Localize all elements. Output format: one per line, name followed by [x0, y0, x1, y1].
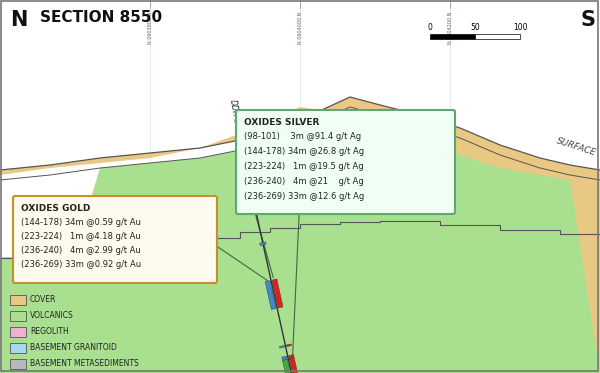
Bar — [10, 295, 26, 305]
Text: (236-240)   4m @2.99 g/t Au: (236-240) 4m @2.99 g/t Au — [21, 246, 141, 255]
FancyBboxPatch shape — [13, 196, 217, 283]
Text: OXIDES SILVER: OXIDES SILVER — [244, 118, 319, 127]
FancyBboxPatch shape — [236, 110, 455, 214]
Text: BASEMENT METASEDIMENTS: BASEMENT METASEDIMENTS — [30, 359, 139, 368]
Text: N 0903800 N: N 0903800 N — [148, 12, 152, 44]
Text: N 0904000 N: N 0904000 N — [298, 12, 302, 44]
Polygon shape — [280, 345, 284, 348]
Text: (98-101)    3m @91.4 g/t Ag: (98-101) 3m @91.4 g/t Ag — [244, 132, 361, 141]
Polygon shape — [260, 242, 266, 245]
Bar — [10, 311, 26, 321]
Text: 50: 50 — [470, 23, 480, 32]
Polygon shape — [286, 344, 292, 347]
Text: VOLCANICS: VOLCANICS — [30, 311, 74, 320]
Text: (144-178) 34m @26.8 g/t Ag: (144-178) 34m @26.8 g/t Ag — [244, 147, 364, 156]
Text: (144-178) 34m @0.59 g/t Au: (144-178) 34m @0.59 g/t Au — [21, 218, 141, 227]
Bar — [430, 34, 475, 39]
Text: (236-269) 33m @0.92 g/t Au: (236-269) 33m @0.92 g/t Au — [21, 260, 141, 269]
Bar — [475, 34, 520, 39]
Text: OXIDES GOLD: OXIDES GOLD — [21, 204, 91, 213]
Polygon shape — [0, 221, 600, 373]
Polygon shape — [0, 107, 600, 373]
Text: N 0904200 N: N 0904200 N — [448, 12, 452, 44]
Bar — [10, 327, 26, 337]
Text: DDH-21-013e: DDH-21-013e — [228, 99, 246, 152]
Polygon shape — [0, 97, 600, 373]
Polygon shape — [289, 358, 299, 373]
Polygon shape — [283, 359, 293, 373]
Text: REGOLITH: REGOLITH — [30, 327, 69, 336]
Bar — [10, 359, 26, 369]
Text: 100: 100 — [513, 23, 527, 32]
Polygon shape — [289, 355, 294, 359]
Polygon shape — [272, 279, 283, 308]
Text: S: S — [581, 10, 596, 30]
Text: SURFACE: SURFACE — [555, 137, 597, 158]
Polygon shape — [265, 280, 276, 310]
Text: BASEMENT GRANITOID: BASEMENT GRANITOID — [30, 343, 117, 352]
Text: N: N — [10, 10, 28, 30]
Text: (236-240)   4m @21    g/t Ag: (236-240) 4m @21 g/t Ag — [244, 177, 364, 186]
Polygon shape — [282, 356, 287, 360]
Text: COVER: COVER — [30, 295, 56, 304]
Text: (223-224)   1m @19.5 g/t Ag: (223-224) 1m @19.5 g/t Ag — [244, 162, 364, 171]
Text: (236-269) 33m @12.6 g/t Ag: (236-269) 33m @12.6 g/t Ag — [244, 192, 364, 201]
Text: 0: 0 — [428, 23, 433, 32]
Text: (223-224)   1m @4.18 g/t Au: (223-224) 1m @4.18 g/t Au — [21, 232, 141, 241]
Bar — [10, 343, 26, 353]
Text: SECTION 8550: SECTION 8550 — [40, 10, 162, 25]
